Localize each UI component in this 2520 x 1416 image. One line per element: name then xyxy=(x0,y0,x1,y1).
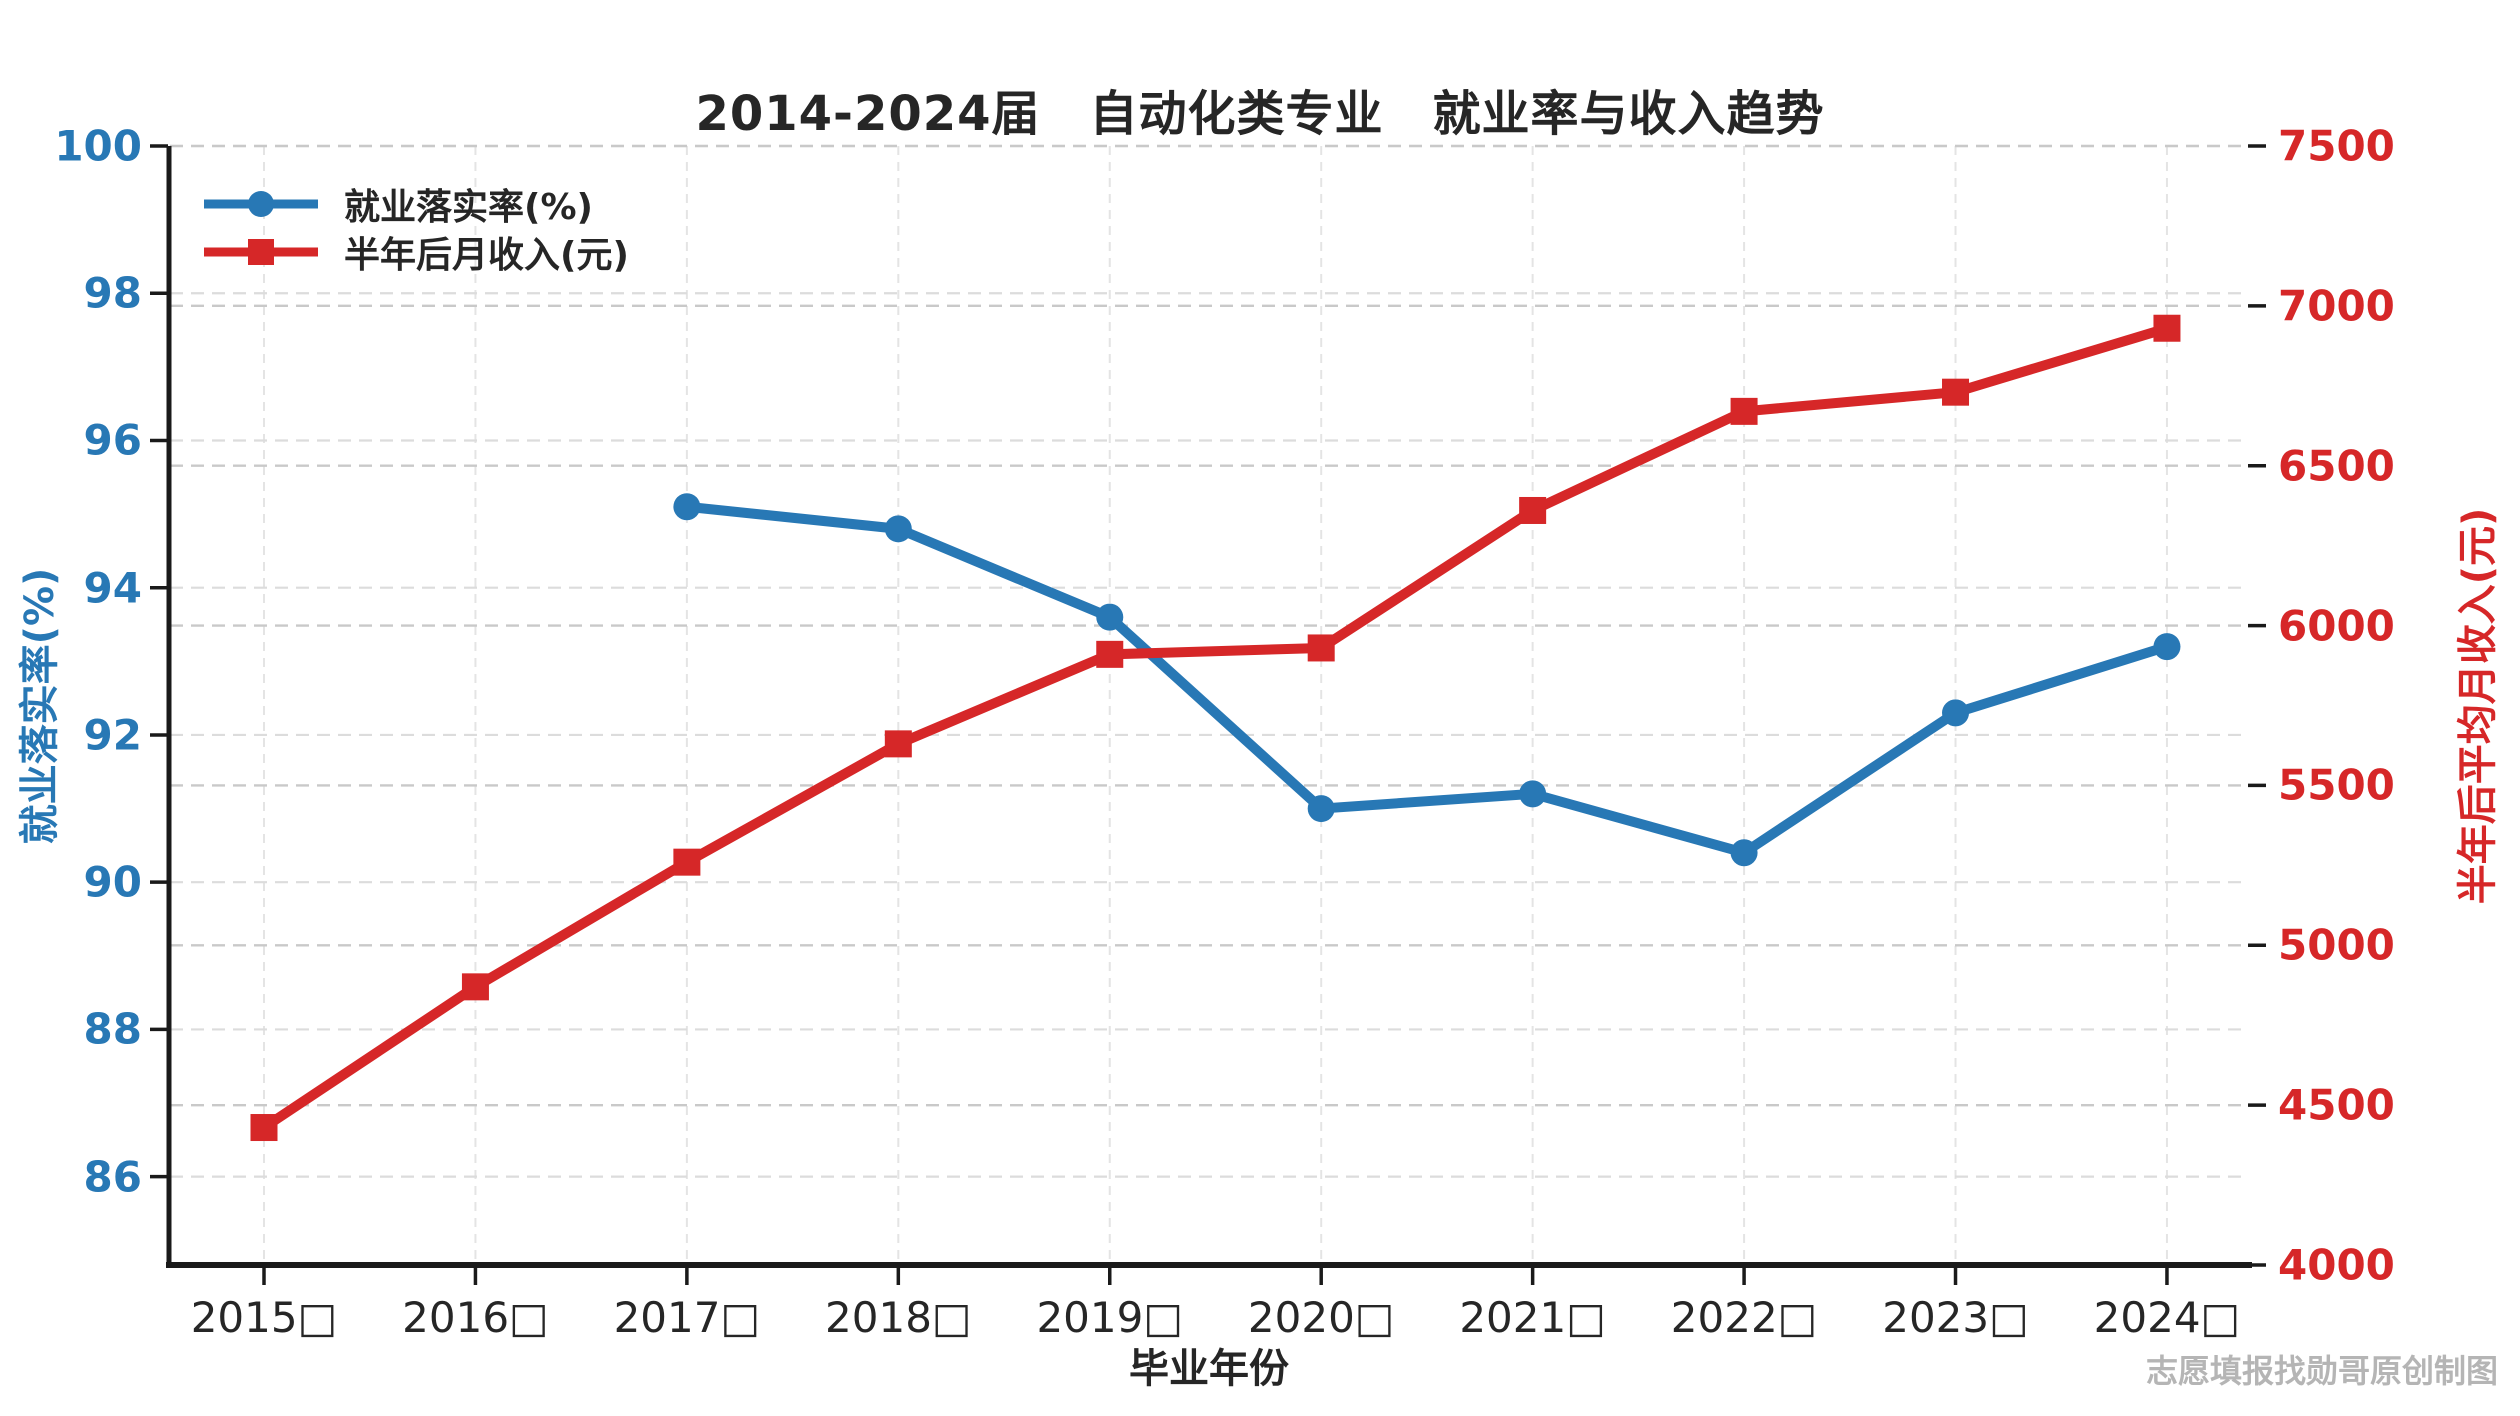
x-axis-tick-label: 2024□ xyxy=(2093,1293,2241,1342)
data-point-circle xyxy=(1942,699,1970,727)
employment-rate-line xyxy=(681,501,2172,858)
right-axis-tick-label: 4500 xyxy=(2278,1080,2395,1130)
data-point-circle xyxy=(1096,603,1124,631)
data-point-square xyxy=(673,848,701,876)
right-axis-tick-label: 6500 xyxy=(2278,441,2395,491)
data-point-square xyxy=(1307,634,1335,662)
left-axis-tick-label: 98 xyxy=(83,268,142,318)
data-point-square xyxy=(1730,397,1758,425)
vertical-gridlines xyxy=(263,146,2168,1265)
right-axis-tick-label: 7000 xyxy=(2278,281,2395,331)
legend-line-square-icon xyxy=(204,239,318,265)
left-axis-tick-label: 100 xyxy=(54,121,142,171)
tick-marks xyxy=(150,144,2266,1285)
x-axis-tick-label: 2018□ xyxy=(825,1293,972,1342)
data-point-circle xyxy=(673,493,701,521)
data-point-square xyxy=(1096,640,1124,668)
left-axis-tick-label: 96 xyxy=(83,415,142,465)
left-axis-tick-label: 90 xyxy=(83,857,142,907)
data-point-square xyxy=(250,1114,278,1142)
x-axis-tick-label: 2015□ xyxy=(190,1293,338,1342)
data-point-circle xyxy=(884,515,912,543)
left-axis-tick-label: 94 xyxy=(83,563,142,613)
data-point-square xyxy=(461,973,489,1001)
x-axis-tick-label: 2021□ xyxy=(1459,1293,1606,1342)
series-income xyxy=(250,314,2181,1142)
right-axis-gridlines xyxy=(170,144,2248,1267)
right-axis-tick-label: 6000 xyxy=(2278,601,2395,651)
series-employment-rate xyxy=(673,493,2181,867)
legend-label: 就业落实率(%) xyxy=(344,187,593,228)
data-point-circle xyxy=(1307,795,1335,823)
data-point-square xyxy=(884,730,912,758)
x-axis-tick-label: 2016□ xyxy=(402,1293,549,1342)
axis-spines xyxy=(166,146,2252,1268)
x-axis-tick-label: 2017□ xyxy=(613,1293,761,1342)
right-axis-title: 半年后平均月收入(元) xyxy=(2455,507,2501,905)
legend-line-circle-icon xyxy=(204,191,318,217)
income-line xyxy=(259,323,2172,1133)
left-axis-gridlines xyxy=(170,144,2248,1178)
x-axis-tick-label: 2019□ xyxy=(1036,1293,1184,1342)
left-axis-tick-label: 88 xyxy=(83,1004,142,1054)
right-axis-tick-label: 5500 xyxy=(2278,760,2395,810)
x-axis-tick-label: 2020□ xyxy=(1247,1293,1395,1342)
left-axis-tick-label: 86 xyxy=(83,1152,142,1202)
data-point-square xyxy=(1519,496,1547,524)
data-point-circle xyxy=(2153,633,2181,661)
watermark-text: 志愿填报找勋哥原创制图 xyxy=(2145,1352,2498,1390)
legend-item-income: 半年后月收入(元) xyxy=(202,228,629,276)
right-axis-tick-label: 5000 xyxy=(2278,920,2395,970)
x-axis-title: 毕业年份 xyxy=(1129,1346,1289,1392)
data-point-circle xyxy=(1519,780,1547,808)
data-point-square xyxy=(1942,378,1970,406)
legend: 就业落实率(%) 半年后月收入(元) xyxy=(202,180,629,276)
right-axis-tick-label: 7500 xyxy=(2278,121,2395,171)
right-axis-tick-label: 4000 xyxy=(2278,1240,2395,1290)
data-point-square xyxy=(2153,314,2181,342)
x-axis-tick-label: 2023□ xyxy=(1882,1293,2029,1342)
x-axis-tick-label: 2022□ xyxy=(1670,1293,1818,1342)
chart-title: 2014-2024届 自动化类专业 就业率与收入趋势 xyxy=(695,86,1825,142)
left-axis-tick-label: 92 xyxy=(83,710,142,760)
data-point-circle xyxy=(1730,839,1758,867)
legend-label: 半年后月收入(元) xyxy=(344,235,629,276)
legend-item-employment-rate: 就业落实率(%) xyxy=(202,180,629,228)
left-axis-title: 就业落实率(%) xyxy=(17,567,63,845)
